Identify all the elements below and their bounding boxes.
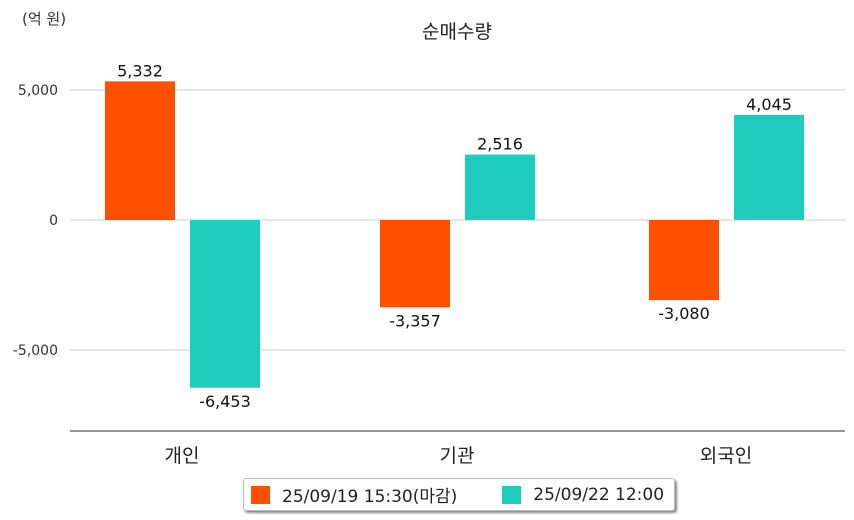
y-tick-label: 5,000 (18, 83, 58, 99)
bar (380, 220, 450, 308)
legend-item-1[interactable]: 25/09/19 15:30(마감) (244, 482, 457, 507)
y-tick-label: -5,000 (13, 343, 58, 359)
data-label: 4,045 (746, 95, 792, 114)
data-label: 2,516 (477, 135, 523, 154)
data-label: -6,453 (199, 392, 251, 411)
x-tick-label: 기관 (440, 445, 475, 467)
data-label: -3,080 (658, 304, 710, 323)
y-axis-unit: (억 원) (22, 10, 66, 28)
chart-title: 순매수량 (422, 21, 492, 43)
legend-swatch (251, 485, 270, 504)
bar (734, 114, 804, 220)
legend-label: 25/09/19 15:30(마감) (282, 487, 458, 507)
bar (190, 220, 260, 388)
data-label: -3,357 (389, 311, 441, 330)
legend-label: 25/09/22 12:00 (533, 484, 665, 505)
bar (649, 220, 719, 301)
legend-item-2[interactable]: 25/09/22 12:00 (495, 485, 664, 505)
legend-swatch (502, 485, 522, 504)
bar (465, 154, 535, 220)
legend: 25/09/19 15:30(마감) 25/09/22 12:00 (243, 478, 675, 511)
data-label: 5,332 (117, 61, 163, 80)
x-tick-label: 개인 (165, 445, 200, 467)
x-tick-label: 외국인 (700, 445, 752, 467)
y-tick-label: 0 (49, 213, 58, 229)
bar (105, 81, 175, 220)
